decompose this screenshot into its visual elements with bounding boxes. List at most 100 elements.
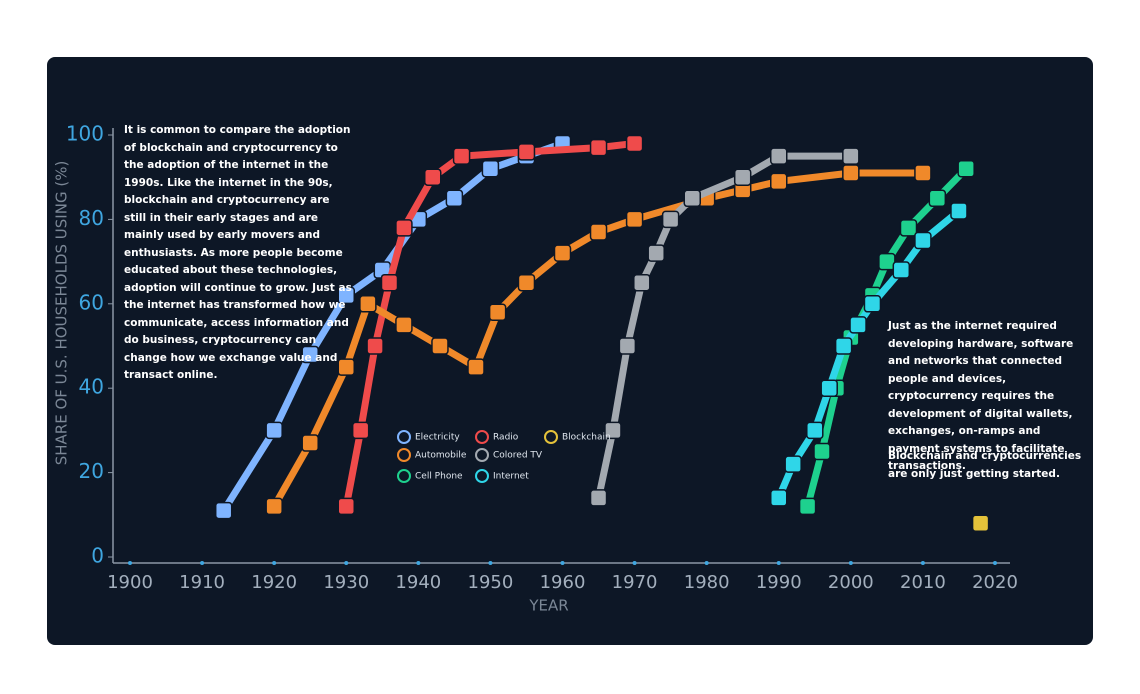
point-marker: [971, 514, 990, 532]
annotation: It is common to compare the adoption of …: [124, 124, 352, 381]
legend-label: Cell Phone: [415, 472, 463, 482]
point-marker: [878, 252, 896, 271]
point-marker: [517, 143, 536, 161]
x-tick-label: 1920: [251, 572, 297, 593]
legend-label: Electricity: [415, 433, 460, 443]
point-marker: [849, 316, 867, 334]
series-line: [775, 207, 963, 502]
x-tick: [344, 561, 349, 565]
point-marker: [337, 497, 355, 516]
x-tick-label: 2020: [972, 572, 1018, 593]
x-tick: [920, 561, 925, 565]
point-marker: [914, 231, 932, 250]
x-tick: [416, 561, 421, 565]
point-marker: [863, 295, 882, 313]
point-marker: [892, 261, 911, 279]
x-tick: [776, 561, 781, 565]
annotation: Blockchain and cryptocurrencies are only…: [888, 450, 1082, 480]
point-marker: [770, 172, 788, 191]
point-marker: [604, 421, 622, 440]
point-marker: [661, 210, 680, 229]
x-tick: [704, 561, 709, 565]
point-marker: [813, 442, 831, 461]
point-marker: [337, 286, 355, 305]
x-tick: [993, 561, 997, 565]
point-marker: [770, 489, 788, 507]
point-marker: [553, 244, 572, 262]
x-tick-label: 1910: [179, 572, 225, 593]
x-tick: [848, 561, 853, 565]
legend-swatch: [475, 469, 489, 483]
y-tick-label: 0: [91, 544, 104, 568]
point-marker: [481, 160, 500, 178]
point-marker: [625, 134, 644, 153]
x-tick-label: 1970: [612, 572, 658, 593]
x-tick-label: 1960: [540, 572, 586, 593]
x-tick-label: 2000: [828, 572, 874, 593]
point-marker: [618, 337, 637, 355]
series-line: [595, 152, 855, 502]
legend-swatch: [397, 430, 411, 444]
point-marker: [589, 138, 608, 157]
x-axis-label: YEAR: [528, 597, 568, 615]
series-line: [342, 139, 639, 510]
point-marker: [928, 189, 947, 208]
point-marker: [488, 303, 507, 321]
point-marker: [806, 421, 824, 440]
point-marker: [798, 497, 817, 516]
point-marker: [842, 164, 860, 182]
point-marker: [589, 489, 608, 507]
legend-swatch: [397, 448, 411, 462]
point-marker: [395, 316, 413, 334]
point-marker: [395, 219, 413, 237]
y-tick-label: 100: [66, 122, 104, 146]
point-marker: [589, 223, 608, 241]
x-tick-label: 1940: [395, 572, 441, 593]
legend-swatch: [397, 469, 411, 483]
y-tick-label: 40: [79, 375, 104, 399]
x-tick-label: 1950: [468, 572, 514, 593]
point-marker: [834, 337, 853, 355]
point-marker: [214, 501, 233, 520]
y-tick-label: 80: [79, 206, 104, 230]
legend-label: Internet: [493, 472, 529, 482]
x-tick: [128, 561, 132, 565]
point-marker: [265, 497, 283, 516]
point-marker: [467, 358, 485, 376]
point-marker: [625, 210, 644, 229]
x-tick-label: 1930: [323, 572, 369, 593]
point-marker: [431, 337, 449, 355]
point-marker: [301, 434, 319, 452]
point-marker: [366, 337, 384, 355]
x-tick: [272, 561, 277, 565]
point-marker: [733, 168, 752, 186]
x-tick: [560, 561, 565, 565]
x-tick-label: 1900: [107, 572, 153, 593]
point-marker: [452, 147, 471, 165]
point-marker: [359, 295, 377, 313]
point-marker: [265, 421, 283, 440]
chart-panel: [47, 57, 1093, 645]
annotation: Just as the internet required developing…: [888, 320, 1074, 472]
x-tick-label: 2010: [900, 572, 946, 593]
point-marker: [380, 273, 399, 292]
legend-swatch: [475, 448, 489, 462]
point-marker: [633, 273, 651, 292]
legend-label: Blockchain: [562, 433, 611, 443]
x-tick-label: 1990: [756, 572, 802, 593]
point-marker: [914, 164, 932, 182]
point-marker: [957, 160, 975, 178]
point-marker: [424, 168, 442, 186]
x-tick: [488, 561, 493, 565]
legend-label: Radio: [493, 433, 519, 443]
legend-swatch: [544, 430, 558, 444]
point-marker: [784, 455, 802, 473]
point-marker: [899, 219, 918, 237]
x-tick: [632, 561, 637, 565]
point-marker: [301, 345, 319, 364]
point-marker: [820, 379, 838, 397]
y-tick-label: 20: [79, 459, 104, 483]
x-tick-label: 1980: [684, 572, 730, 593]
